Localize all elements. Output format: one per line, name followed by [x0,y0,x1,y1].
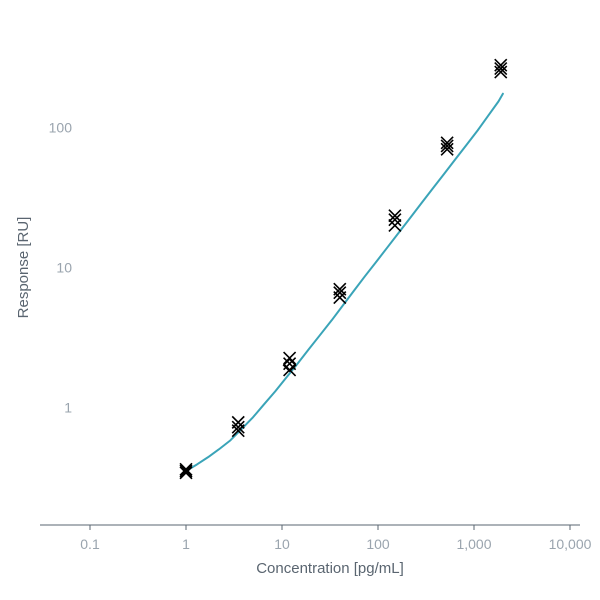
x-tick-label: 0.1 [80,536,100,552]
data-point [180,465,192,477]
fit-curve [186,94,503,471]
y-tick-label: 100 [49,120,73,136]
x-axis-label: Concentration [pg/mL] [256,560,404,577]
data-point [284,352,296,364]
data-point [389,219,401,231]
dose-response-chart: 0.1 1 10 100 1,000 10,000 Concentration [pg/mL… [0,0,600,600]
y-axis-label: Response [RU] [15,217,32,319]
x-tick-label: 10 [274,536,290,552]
chart-container: 0.1 1 10 100 1,000 10,000 Concentration [pg/mL… [0,0,600,600]
x-tick-label: 100 [366,536,390,552]
y-tick-label: 10 [56,260,72,276]
x-tick-label: 1 [182,536,190,552]
x-tick-label: 10,000 [549,536,592,552]
y-tick-label: 1 [64,399,72,415]
x-tick-label: 1,000 [456,536,491,552]
